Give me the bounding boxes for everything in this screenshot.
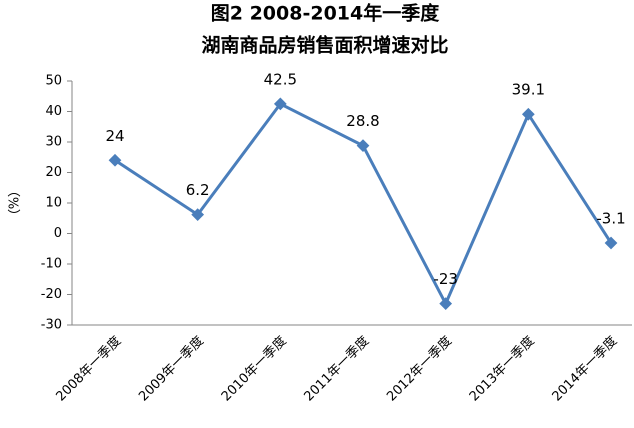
x-tick-label: 2012年一季度 [383,333,454,404]
y-tick-label: 0 [54,226,62,241]
chart-subtitle: 湖南商品房销售面积增速对比 [201,34,448,57]
y-tick-label: -30 [41,318,62,333]
series-line [114,101,613,308]
x-tick-label: 2014年一季度 [549,333,620,404]
chart-title: 图2 2008-2014年一季度 [211,2,440,25]
data-point [439,297,453,311]
data-label: 6.2 [186,181,210,199]
y-tick-label: 30 [45,135,62,150]
data-label: -23 [433,270,458,288]
data-point [108,153,122,167]
x-tick-label: 2008年一季度 [53,333,124,404]
x-tick-label: 2011年一季度 [301,333,372,404]
x-tick-label: 2010年一季度 [218,333,289,404]
x-tick-label: 2013年一季度 [466,333,537,404]
y-tick-label: 50 [45,74,62,89]
data-point [273,97,287,111]
x-tick-label: 2009年一季度 [135,333,206,404]
y-tick-label: 10 [45,196,62,211]
data-point [191,208,205,221]
y-tick-label: 40 [45,104,62,119]
data-label: -3.1 [596,209,625,227]
data-point [356,139,370,153]
y-tick-label: -10 [41,257,62,272]
y-tick-label: -20 [41,287,62,302]
data-label: 42.5 [264,70,297,88]
data-label: 28.8 [346,112,379,130]
y-axis-label: （%） [5,184,21,222]
y-tick-label: 20 [45,165,62,180]
data-label: 39.1 [512,81,545,99]
data-label: 24 [105,127,124,145]
